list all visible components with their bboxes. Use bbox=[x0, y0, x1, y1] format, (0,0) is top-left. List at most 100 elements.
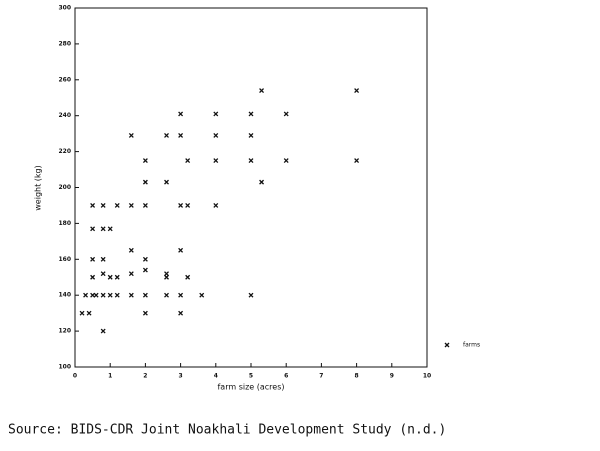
data-point bbox=[213, 202, 219, 208]
data-point bbox=[354, 158, 360, 164]
legend-label: farms bbox=[463, 342, 480, 349]
y-tick-label: 240 bbox=[58, 112, 71, 119]
marker-stroke bbox=[128, 132, 134, 138]
data-point bbox=[100, 271, 106, 277]
marker-stroke bbox=[128, 247, 134, 253]
data-point bbox=[107, 274, 113, 280]
data-point bbox=[107, 292, 113, 298]
marker-stroke bbox=[178, 202, 184, 208]
data-point bbox=[142, 292, 148, 298]
y-tick-label: 140 bbox=[58, 292, 71, 299]
marker-stroke bbox=[248, 111, 254, 117]
marker-stroke bbox=[185, 202, 191, 208]
marker-stroke bbox=[107, 274, 113, 280]
marker-stroke bbox=[178, 292, 184, 298]
marker-stroke bbox=[142, 202, 148, 208]
data-point bbox=[114, 274, 120, 280]
marker-stroke bbox=[259, 88, 265, 94]
data-point bbox=[259, 88, 265, 94]
y-tick-label: 220 bbox=[58, 148, 71, 155]
x-tick-label: 8 bbox=[355, 373, 359, 380]
data-point bbox=[114, 292, 120, 298]
marker-stroke bbox=[178, 132, 184, 138]
data-point bbox=[79, 310, 85, 316]
data-point bbox=[178, 111, 184, 117]
x-tick-label: 0 bbox=[73, 373, 77, 380]
marker-stroke bbox=[100, 292, 106, 298]
x-tick-label: 5 bbox=[249, 373, 253, 380]
marker-stroke bbox=[107, 226, 113, 232]
marker-stroke bbox=[283, 158, 289, 164]
x-tick-label: 10 bbox=[423, 373, 431, 380]
data-point bbox=[178, 202, 184, 208]
marker-stroke bbox=[128, 271, 134, 277]
marker-stroke bbox=[79, 310, 85, 316]
data-point bbox=[164, 132, 169, 138]
data-point bbox=[248, 111, 254, 117]
plot-frame bbox=[74, 7, 428, 368]
y-tick-label: 200 bbox=[58, 184, 71, 191]
marker-stroke bbox=[90, 226, 96, 232]
data-point bbox=[100, 256, 106, 262]
marker-stroke bbox=[86, 310, 92, 316]
marker-stroke bbox=[213, 202, 219, 208]
marker-stroke bbox=[142, 267, 148, 273]
y-tick-label: 180 bbox=[58, 220, 71, 227]
source-note: Source: BIDS-CDR Joint Noakhali Developm… bbox=[8, 423, 446, 438]
x-tick-label: 6 bbox=[284, 373, 288, 380]
data-point bbox=[248, 158, 254, 164]
marker-stroke bbox=[185, 158, 191, 164]
data-point bbox=[164, 274, 169, 280]
data-point bbox=[213, 132, 219, 138]
data-point bbox=[185, 202, 191, 208]
marker-stroke bbox=[114, 202, 120, 208]
data-point bbox=[100, 292, 106, 298]
marker-stroke bbox=[142, 310, 148, 316]
marker-stroke bbox=[142, 292, 148, 298]
marker-stroke bbox=[248, 292, 254, 298]
marker-stroke bbox=[90, 256, 96, 262]
data-point bbox=[128, 132, 134, 138]
data-point bbox=[114, 202, 120, 208]
marker-stroke bbox=[185, 274, 191, 280]
marker-stroke bbox=[90, 202, 96, 208]
marker-stroke bbox=[248, 158, 254, 164]
marker-stroke bbox=[142, 158, 148, 164]
marker-stroke bbox=[213, 158, 219, 164]
data-point bbox=[128, 202, 134, 208]
marker-stroke bbox=[100, 202, 106, 208]
data-point bbox=[259, 179, 265, 185]
y-tick-label: 100 bbox=[58, 364, 71, 371]
marker-stroke bbox=[100, 271, 106, 277]
x-tick-label: 7 bbox=[319, 373, 323, 380]
data-point bbox=[142, 158, 148, 164]
marker-stroke bbox=[93, 292, 99, 298]
data-point bbox=[93, 292, 99, 298]
y-tick-label: 160 bbox=[58, 256, 71, 263]
x-axis-title: farm size (acres) bbox=[217, 383, 284, 392]
data-point bbox=[178, 132, 184, 138]
data-point bbox=[100, 202, 106, 208]
data-point bbox=[164, 271, 169, 277]
marker-stroke bbox=[248, 132, 254, 138]
marker-stroke bbox=[114, 274, 120, 280]
marker-stroke bbox=[128, 292, 134, 298]
data-point bbox=[100, 226, 106, 232]
data-point bbox=[90, 226, 96, 232]
data-point bbox=[86, 310, 92, 316]
x-tick-label: 4 bbox=[214, 373, 218, 380]
data-point bbox=[128, 247, 134, 253]
data-point bbox=[178, 247, 184, 253]
marker-stroke bbox=[107, 292, 113, 298]
legend-marker bbox=[444, 342, 450, 348]
data-point bbox=[90, 202, 96, 208]
marker-stroke bbox=[283, 111, 289, 117]
data-point bbox=[248, 132, 254, 138]
marker-stroke bbox=[164, 179, 169, 185]
data-point bbox=[185, 158, 191, 164]
marker-stroke bbox=[444, 342, 450, 348]
data-point bbox=[142, 202, 148, 208]
x-tick-label: 2 bbox=[143, 373, 147, 380]
